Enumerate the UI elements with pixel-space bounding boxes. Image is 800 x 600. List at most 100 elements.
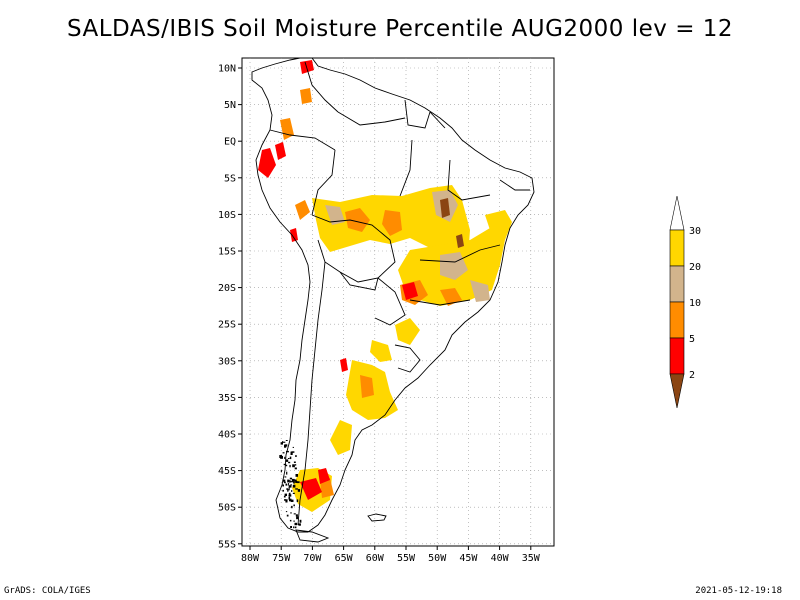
lat-tick-label: 30S bbox=[218, 356, 236, 367]
fjord-speck bbox=[285, 459, 289, 462]
fjord-speck bbox=[290, 512, 292, 514]
fjord-speck bbox=[295, 474, 298, 477]
fjord-speck bbox=[291, 505, 293, 509]
fjord-speck bbox=[291, 478, 295, 482]
legend-swatch bbox=[669, 301, 685, 339]
fjord-speck bbox=[294, 479, 297, 482]
patch-brown-1 bbox=[440, 198, 450, 218]
legend-swatch bbox=[669, 337, 685, 375]
patch-red-5 bbox=[300, 478, 322, 500]
legend-label: 30 bbox=[689, 226, 701, 237]
color-legend: 30 20 10 5 2 bbox=[669, 195, 701, 409]
border-brazil-states-4 bbox=[409, 299, 471, 306]
chilean-fjords bbox=[279, 440, 302, 529]
border-uruguay bbox=[394, 344, 421, 373]
border-brazil-states-3 bbox=[419, 244, 501, 263]
border-bolivia bbox=[311, 214, 396, 283]
fjord-speck bbox=[294, 522, 298, 526]
map-frame bbox=[241, 57, 555, 547]
fjord-speck bbox=[282, 484, 284, 487]
lon-tick-label: 80W bbox=[241, 553, 260, 564]
fjord-speck bbox=[295, 464, 297, 466]
legend-top-arrow bbox=[669, 195, 685, 231]
lon-tick-label: 60W bbox=[366, 553, 385, 564]
fjord-speck bbox=[299, 519, 302, 523]
footer-timestamp: 2021-05-12-19:18 bbox=[695, 586, 782, 596]
fjord-speck bbox=[280, 442, 283, 445]
fjord-speck bbox=[289, 456, 292, 460]
border-paraguay bbox=[374, 277, 406, 326]
legend-swatch bbox=[669, 229, 685, 267]
legend-label: 20 bbox=[689, 262, 701, 273]
border-venezuela-brazil bbox=[337, 111, 406, 126]
border-argentina-north bbox=[339, 271, 379, 291]
patch-tan-se bbox=[470, 280, 490, 302]
border-brazil-states-5 bbox=[499, 179, 530, 191]
border-colombia-venezuela bbox=[304, 61, 339, 113]
fjord-speck bbox=[284, 499, 286, 501]
patch-red-4 bbox=[402, 282, 418, 300]
patch-orange-1 bbox=[345, 208, 370, 232]
fjord-speck bbox=[290, 481, 293, 483]
legend-label: 5 bbox=[689, 334, 695, 345]
fjord-speck bbox=[295, 480, 297, 482]
lon-tick-label: 75W bbox=[272, 553, 291, 564]
fjord-speck bbox=[282, 489, 284, 492]
fjord-speck bbox=[290, 484, 292, 486]
fjord-speck bbox=[296, 499, 299, 503]
lat-tick-label: 5S bbox=[224, 173, 236, 184]
map-title: SALDAS/IBIS Soil Moisture Percentile AUG… bbox=[66, 16, 734, 42]
fjord-speck bbox=[289, 479, 291, 483]
fjord-speck bbox=[293, 513, 296, 515]
patch-orange-5 bbox=[295, 200, 310, 220]
fjord-speck bbox=[298, 523, 301, 526]
fjord-speck bbox=[293, 480, 295, 484]
lat-tick-label: 15S bbox=[218, 247, 236, 258]
patch-orange-7 bbox=[300, 88, 312, 104]
patch-orange-2 bbox=[382, 210, 402, 236]
patch-red-3 bbox=[300, 60, 314, 74]
fjord-speck bbox=[292, 446, 294, 448]
fjord-speck bbox=[296, 481, 300, 484]
patch-arg-west-gold bbox=[330, 420, 352, 455]
lon-tick-label: 65W bbox=[335, 553, 354, 564]
lat-tick-label: 45S bbox=[218, 466, 236, 477]
patch-red-2 bbox=[275, 142, 286, 160]
fjord-speck bbox=[289, 464, 291, 468]
fjord-speck bbox=[285, 511, 288, 513]
fjord-speck bbox=[284, 444, 286, 448]
fjord-speck bbox=[288, 494, 290, 497]
patch-south-brazil-gold bbox=[395, 318, 420, 345]
fjord-speck bbox=[282, 452, 285, 454]
tierra-del-fuego bbox=[295, 529, 330, 543]
patch-east-gold bbox=[485, 210, 512, 240]
patch-orange-6 bbox=[360, 375, 374, 398]
soil-moisture-patches bbox=[258, 60, 512, 512]
legend-bottom-arrow bbox=[669, 373, 685, 409]
patch-orange-8 bbox=[280, 118, 294, 140]
fjord-speck bbox=[283, 463, 287, 466]
lat-tick-label: 10S bbox=[218, 210, 236, 221]
border-brazil-states-1 bbox=[399, 139, 413, 197]
lon-tick-label: 40W bbox=[491, 553, 510, 564]
longitude-axis: 80W 75W 70W 65W 60W 55W 50W 45W 40W 35W bbox=[241, 546, 541, 564]
fjord-speck bbox=[288, 461, 291, 464]
fjord-speck bbox=[294, 526, 297, 529]
legend-label: 2 bbox=[689, 370, 695, 381]
fjord-speck bbox=[283, 441, 286, 443]
fjord-speck bbox=[286, 514, 289, 517]
border-guianas bbox=[404, 99, 446, 129]
fjord-speck bbox=[285, 440, 288, 441]
border-colombia-peru bbox=[269, 129, 336, 151]
lat-tick-label: 5N bbox=[224, 100, 236, 111]
lon-tick-label: 35W bbox=[522, 553, 541, 564]
fjord-speck bbox=[284, 456, 286, 459]
fjord-speck bbox=[296, 516, 299, 520]
fjord-speck bbox=[282, 479, 286, 482]
country-outlines bbox=[251, 57, 535, 543]
fjord-speck bbox=[288, 483, 290, 486]
fjord-speck bbox=[293, 520, 295, 522]
patch-red-1 bbox=[258, 148, 276, 178]
fjord-speck bbox=[289, 498, 292, 502]
fjord-speck bbox=[286, 471, 288, 475]
